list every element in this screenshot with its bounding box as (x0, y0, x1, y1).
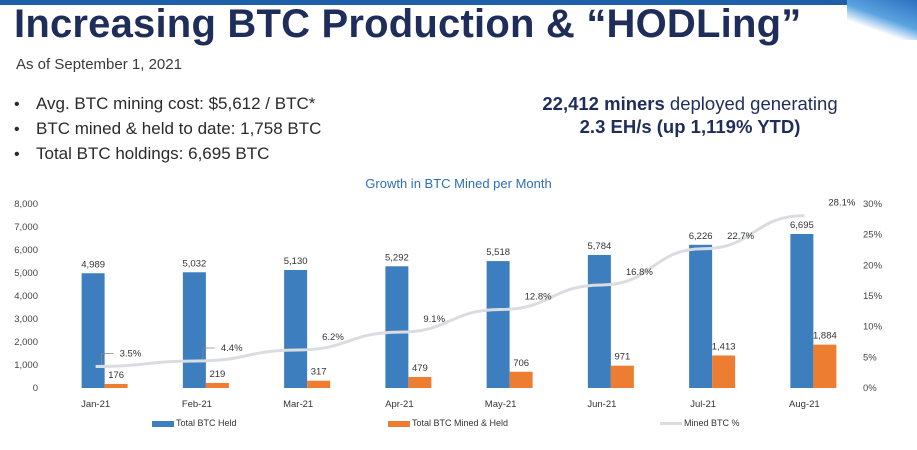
y-left-tick-label: 5,000 (14, 268, 38, 279)
headline-line1: 22,412 miners deployed generating (470, 92, 910, 115)
bar-total-held (587, 254, 611, 388)
bar-label-mined: 1,884 (813, 331, 837, 342)
bullet-text: BTC mined & held to date: 1,758 BTC (36, 119, 322, 138)
page-title: Increasing BTC Production & “HODLing” (14, 2, 802, 46)
bullet-text: Total BTC holdings: 6,695 BTC (36, 144, 270, 163)
bullet-icon: • (14, 96, 20, 113)
page-subtitle: As of September 1, 2021 (16, 56, 182, 73)
pct-label-leader (202, 347, 215, 360)
y-left-tick-label: 1,000 (14, 360, 38, 371)
bar-total-held (385, 266, 409, 388)
y-left-tick-label: 3,000 (14, 314, 38, 325)
bar-label-held: 5,292 (385, 252, 409, 263)
pct-label: 9.1% (423, 314, 445, 325)
pct-label: 3.5% (120, 349, 142, 360)
bar-total-mined (307, 380, 331, 388)
bar-total-held (284, 270, 308, 388)
bar-total-mined (104, 383, 128, 388)
legend-item-mined: Total BTC Mined & Held (388, 418, 508, 428)
miners-headline: 22,412 miners deployed generating 2.3 EH… (470, 92, 910, 138)
legend-label-mined: Total BTC Mined & Held (412, 418, 509, 428)
x-tick-label: May-21 (485, 399, 517, 410)
list-item: • Total BTC holdings: 6,695 BTC (14, 141, 321, 166)
bullet-icon: • (14, 121, 20, 138)
x-tick-label: Jun-21 (587, 399, 616, 410)
btc-chart: 0 1,000 2,000 3,000 4,000 5,000 6,000 7,000 8,00… (14, 198, 883, 410)
bar-label-mined: 479 (412, 363, 428, 374)
x-tick-label: Mar-21 (283, 399, 313, 410)
y-left-tick-label: 0 (33, 383, 38, 394)
y-right-tick-label: 30% (863, 199, 883, 210)
list-item: • Avg. BTC mining cost: $5,612 / BTC* (14, 91, 321, 116)
pct-label: 6.2% (322, 332, 344, 343)
bar-total-mined (408, 376, 432, 388)
y-right-tick-label: 10% (863, 322, 883, 333)
key-metrics-list: • Avg. BTC mining cost: $5,612 / BTC* • BT… (14, 91, 321, 166)
pct-label: 28.1% (828, 198, 855, 209)
bullet-text: Avg. BTC mining cost: $5,612 / BTC* (36, 94, 316, 113)
legend-item-held: Total BTC Held (152, 418, 237, 428)
pct-label: 22.7% (727, 231, 754, 242)
bar-total-mined (205, 382, 229, 388)
y-left-tick-label: 6,000 (14, 245, 38, 256)
bar-total-held (689, 244, 713, 388)
bar-label-held: 4,989 (81, 259, 105, 270)
legend-swatch-pct (660, 422, 682, 426)
pct-label: 12.8% (525, 291, 552, 302)
bar-label-mined: 317 (311, 367, 327, 378)
bar-label-mined: 1,413 (712, 342, 736, 353)
bar-label-held: 6,695 (790, 220, 814, 231)
bar-total-held (81, 273, 105, 388)
bullet-icon: • (14, 146, 20, 163)
pct-label: 4.4% (221, 343, 243, 354)
bar-label-mined: 706 (513, 358, 529, 369)
x-tick-label: Aug-21 (789, 399, 820, 410)
bar-label-held: 5,130 (284, 256, 308, 267)
list-item: • BTC mined & held to date: 1,758 BTC (14, 116, 321, 141)
bar-total-held (486, 261, 510, 388)
bar-total-mined (509, 371, 533, 388)
legend-swatch-held (152, 420, 174, 427)
bar-label-mined: 971 (614, 352, 630, 363)
bar-label-mined: 219 (209, 369, 225, 380)
x-tick-label: Jan-21 (81, 399, 110, 410)
pct-label: 16.8% (626, 267, 653, 278)
legend-swatch-mined (388, 420, 410, 427)
bar-total-held (182, 272, 206, 388)
bar-total-mined (712, 355, 736, 388)
corner-decoration (847, 0, 917, 40)
y-left-tick-label: 8,000 (14, 199, 38, 210)
bar-label-held: 5,032 (182, 258, 206, 269)
y-right-tick-label: 25% (863, 230, 883, 241)
legend-item-pct: Mined BTC % (660, 418, 740, 428)
y-right-tick-label: 20% (863, 260, 883, 271)
y-left-tick-label: 2,000 (14, 337, 38, 348)
headline-line2: 2.3 EH/s (up 1,119% YTD) (470, 115, 910, 138)
legend-label-pct: Mined BTC % (684, 418, 740, 428)
bar-total-mined (610, 365, 634, 388)
bar-label-mined: 176 (108, 370, 124, 381)
x-tick-label: Feb-21 (182, 399, 212, 410)
top-accent-bar (0, 0, 917, 5)
bar-label-held: 6,226 (689, 231, 713, 242)
legend-label-held: Total BTC Held (176, 418, 237, 428)
y-left-tick-label: 4,000 (14, 291, 38, 302)
headline-line1-rest: deployed generating (664, 93, 838, 114)
bar-total-held (790, 234, 814, 388)
y-right-tick-label: 0% (863, 383, 877, 394)
mined-pct-line (95, 214, 805, 369)
bar-label-held: 5,518 (486, 247, 510, 258)
x-tick-label: Apr-21 (385, 399, 414, 410)
x-tick-label: Jul-21 (690, 399, 716, 410)
bar-total-mined (813, 344, 837, 388)
bar-label-held: 5,784 (587, 241, 611, 252)
pct-label-leader (101, 353, 114, 365)
y-right-tick-label: 5% (863, 352, 877, 363)
headline-hashrate: 2.3 EH/s (up 1,119% YTD) (579, 116, 801, 137)
y-right-tick-label: 15% (863, 291, 883, 302)
headline-miners-count: 22,412 miners (542, 93, 665, 114)
y-left-tick-label: 7,000 (14, 222, 38, 233)
chart-title: Growth in BTC Mined per Month (365, 176, 552, 191)
